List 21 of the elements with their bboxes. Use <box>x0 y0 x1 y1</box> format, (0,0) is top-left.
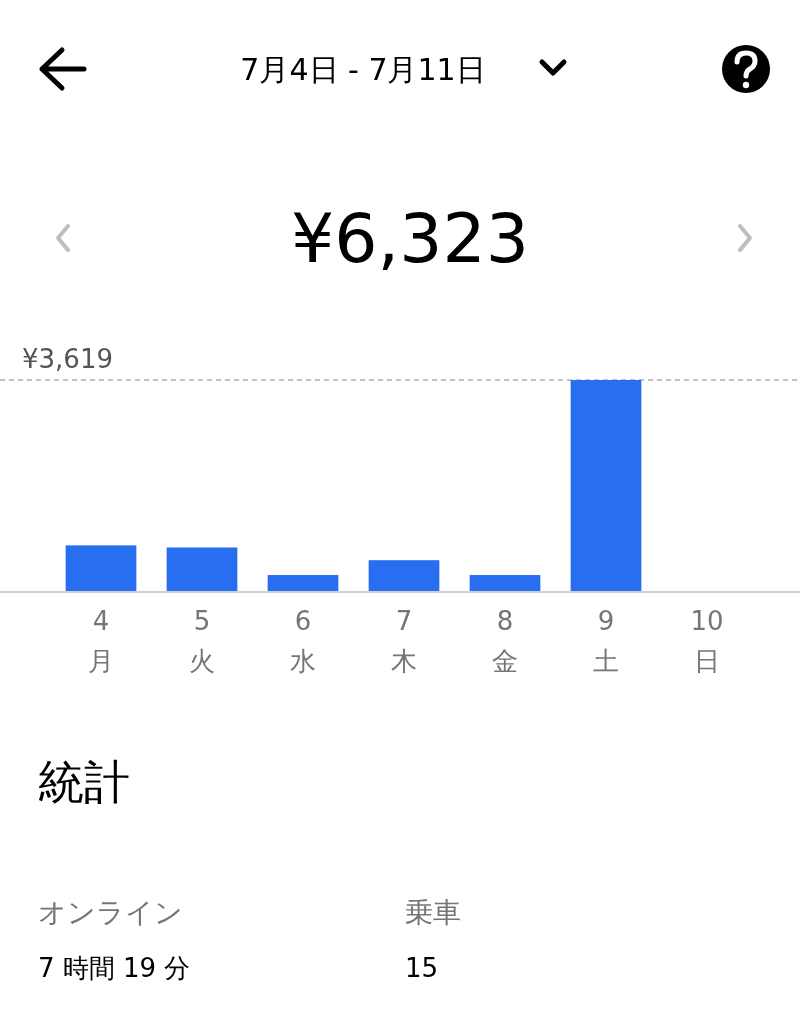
bar <box>65 545 137 592</box>
bar <box>267 575 339 592</box>
text: 7 時間 19 分 <box>38 953 191 983</box>
bar <box>368 560 440 592</box>
x-tick-label: 7 木 <box>391 606 417 676</box>
x-tick-label: 5 火 <box>189 606 215 676</box>
chart-subtitle: ¥6,323 <box>291 199 529 278</box>
x-tick-label: 10 日 <box>690 606 724 676</box>
text: オンライン <box>38 896 183 929</box>
x-tick-label: 8 金 <box>492 606 518 676</box>
bar <box>570 380 642 592</box>
text: 15 <box>405 953 439 983</box>
bar <box>469 575 541 592</box>
text: 統計 <box>38 755 130 809</box>
x-tick-label: 9 土 <box>593 606 619 676</box>
x-tick-label: 4 月 <box>88 606 114 676</box>
chart-title: 7月4日 - 7月11日 <box>240 52 486 87</box>
text: 乗車 <box>405 896 461 929</box>
x-tick-label: 6 水 <box>290 606 316 676</box>
text: ¥3,619 <box>22 344 113 374</box>
bar <box>166 547 238 592</box>
